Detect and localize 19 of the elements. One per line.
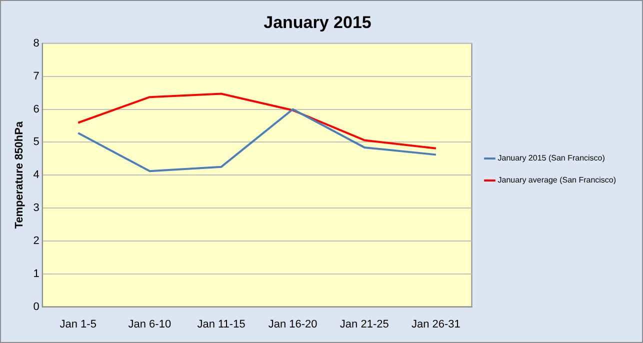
y-tick-label: 2 <box>33 234 40 247</box>
y-tick-label: 5 <box>33 136 40 148</box>
x-tick-label: Jan 11-15 <box>197 318 246 330</box>
y-tick-label: 1 <box>33 268 40 280</box>
y-tick-label: 4 <box>33 169 40 182</box>
y-tick-label: 6 <box>33 103 40 116</box>
y-tick-label: 3 <box>33 202 40 214</box>
legend-label: January average (San Francisco) <box>498 176 616 185</box>
x-tick-label: Jan 6-10 <box>128 318 172 330</box>
x-tick-label: Jan 16-20 <box>268 318 318 330</box>
y-tick-label: 8 <box>33 37 40 50</box>
x-tick-label: Jan 26-31 <box>411 318 460 330</box>
chart-title: January 2015 <box>264 12 372 32</box>
x-tick-label: Jan 21-25 <box>340 318 389 330</box>
x-tick-label: Jan 1-5 <box>60 318 96 330</box>
y-tick-label: 7 <box>33 70 40 82</box>
y-axis-title: Temperature 850hPa <box>14 120 26 229</box>
legend-label: January 2015 (San Francisco) <box>498 154 606 163</box>
y-tick-label: 0 <box>33 300 40 313</box>
